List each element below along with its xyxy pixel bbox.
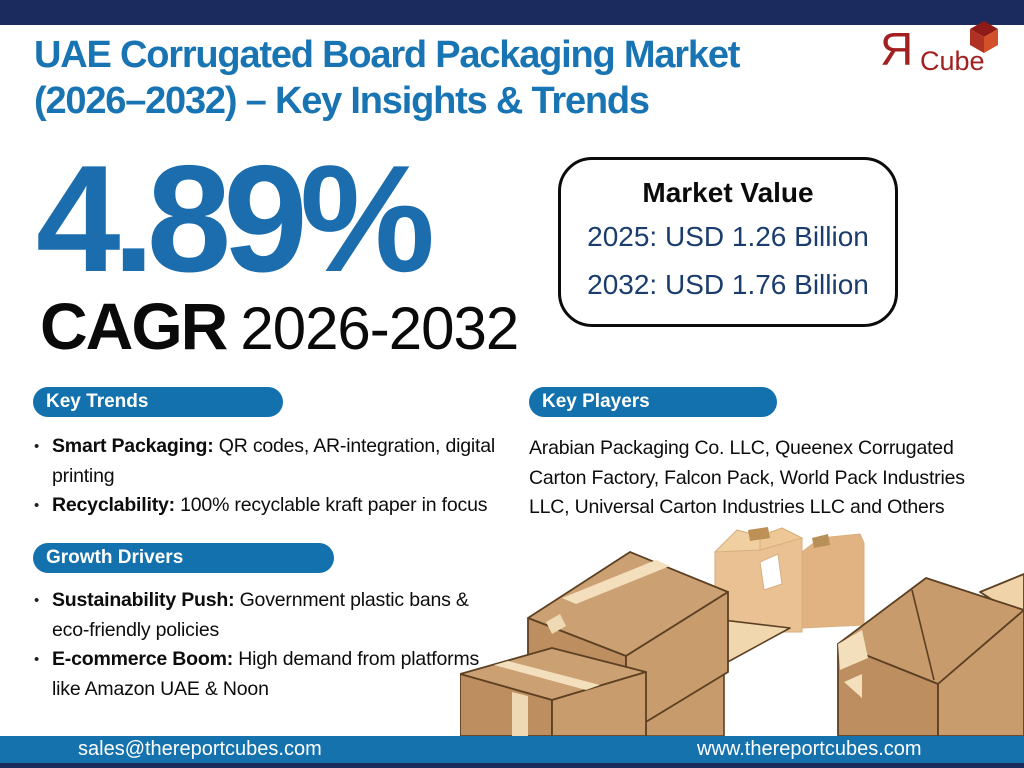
bottom-navy-strip [0,763,1024,768]
cagr-stat: 4.89% CAGR 2026-2032 [36,134,519,364]
bullet-lead: E-commerce Boom: [52,648,234,670]
footer-website: www.thereportcubes.com [697,738,922,760]
growth-drivers-list: Sustainability Push: Government plastic … [33,586,511,704]
bullet-lead: Smart Packaging: [52,435,214,457]
market-value-2025: 2025: USD 1.26 Billion [587,221,869,252]
bullet-text: High demand from platforms like Amazon U… [52,648,480,700]
bullet-text: Government plastic bans & eco-friendly p… [52,589,469,641]
cagr-period: 2026-2032 [240,295,519,362]
page-title: UAE Corrugated Board Packaging Market (2… [34,32,854,124]
key-trends-list: Smart Packaging: QR codes, AR-integratio… [33,432,515,521]
key-trends-pill: Key Trends [33,387,283,417]
footer-bar: sales@thereportcubes.com www.thereportcu… [0,736,1024,763]
cagr-value: 4.89% [36,134,435,304]
key-players-text: Arabian Packaging Co. LLC, Queenex Corru… [529,437,965,518]
bullet-text: 100% recyclable kraft paper in focus [174,494,488,516]
key-trends-label: Key Trends [46,390,149,412]
list-item: Sustainability Push: Government plastic … [33,586,511,645]
market-value-box: Market Value 2025: USD 1.26 Billion 2032… [558,157,898,327]
brand-logo: Я Cube [874,20,1002,82]
logo-r-glyph: Я [880,23,914,75]
growth-drivers-label: Growth Drivers [46,546,184,568]
list-item: Smart Packaging: QR codes, AR-integratio… [33,432,515,491]
growth-drivers-pill: Growth Drivers [33,543,334,573]
cardboard-boxes-illustration [460,527,1024,736]
bullet-text: QR codes, AR-integration, digital printi… [52,435,496,487]
footer-email: sales@thereportcubes.com [78,738,322,760]
top-navy-bar [0,0,1024,25]
page-title-line2: (2026–2032) – Key Insights & Trends [34,80,650,122]
cagr-caption: CAGR 2026-2032 [40,288,519,364]
cube-3d-icon [970,21,998,53]
key-players-pill: Key Players [529,387,777,417]
bullet-lead: Sustainability Push: [52,589,235,611]
logo-cube-word: Cube [920,46,985,76]
cagr-label: CAGR [40,289,228,363]
page-title-line1: UAE Corrugated Board Packaging Market [34,34,740,76]
list-item: Recyclability: 100% recyclable kraft pap… [33,491,515,521]
market-value-title: Market Value [642,177,814,208]
market-value-2032: 2032: USD 1.76 Billion [587,269,869,300]
list-item: E-commerce Boom: High demand from platfo… [33,645,511,704]
bullet-lead: Recyclability: [52,494,175,516]
key-players-label: Key Players [542,390,650,412]
